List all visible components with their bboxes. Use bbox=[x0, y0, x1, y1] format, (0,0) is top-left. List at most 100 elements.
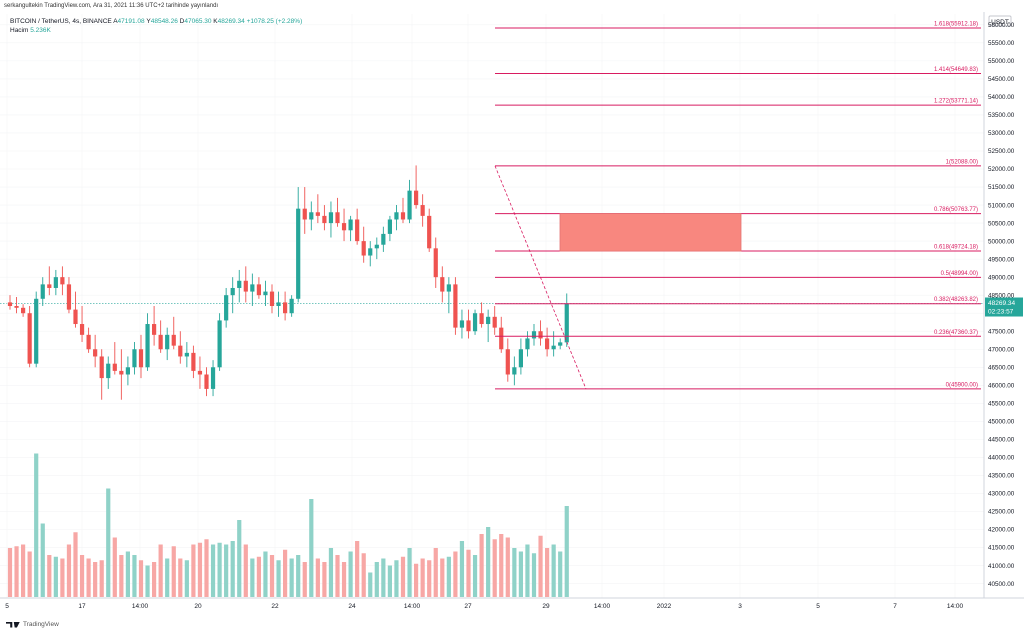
time-tick-label: 20 bbox=[194, 603, 202, 610]
price-axis[interactable]: USDT 40500.00 41000.00 41500.00 42000.00 4250… bbox=[983, 12, 1023, 598]
fibonacci-levels[interactable]: 1.618(55912.18) 1.414(54649.83) 1.272(5377… bbox=[494, 21, 981, 390]
price-tick-label: 47500.00 bbox=[988, 328, 1015, 335]
candle-body bbox=[341, 223, 347, 231]
volume-bar bbox=[250, 558, 255, 597]
volume-label[interactable]: Hacim bbox=[10, 27, 29, 34]
candle-body bbox=[60, 277, 65, 285]
fib-level-label: 0.786(50763.77) bbox=[934, 207, 978, 213]
volume-bar bbox=[66, 544, 72, 597]
time-tick-label: 5 bbox=[816, 603, 820, 610]
volume-bar bbox=[315, 558, 320, 597]
volume-bar bbox=[486, 527, 491, 597]
time-axis[interactable]: 5 17 14:00 20 22 24 14:00 27 29 14:00 2022 3 5 7 14:00 bbox=[0, 597, 1024, 610]
candle-body bbox=[119, 370, 124, 375]
price-label-countdown: 02:23:57 bbox=[988, 309, 1014, 316]
candle-body bbox=[112, 363, 117, 371]
candle-body bbox=[400, 212, 406, 220]
candle-body bbox=[263, 291, 268, 296]
candlesticks bbox=[7, 165, 569, 400]
volume-bar bbox=[152, 562, 157, 597]
candle-body bbox=[315, 212, 320, 216]
volume-bar bbox=[178, 558, 183, 597]
candle-body bbox=[486, 316, 491, 325]
volume-bar bbox=[93, 562, 98, 597]
price-tick-label: 42000.00 bbox=[988, 527, 1015, 534]
candle-body bbox=[14, 306, 19, 308]
volume-bar bbox=[171, 546, 176, 597]
volume-bar bbox=[27, 551, 32, 597]
candle-body bbox=[302, 208, 307, 220]
candle-body bbox=[551, 345, 556, 350]
volume-bar bbox=[492, 539, 497, 597]
volume-bar bbox=[165, 558, 170, 597]
fib-level-label: 1.414(54649.83) bbox=[934, 67, 978, 73]
volume-bar bbox=[479, 534, 484, 597]
volume-bar bbox=[538, 535, 543, 597]
candle-body bbox=[158, 334, 163, 350]
candle-body bbox=[322, 215, 327, 224]
candle-body bbox=[47, 284, 52, 288]
candle-body bbox=[368, 248, 373, 256]
candle-body bbox=[86, 334, 91, 350]
volume-bar bbox=[400, 556, 406, 597]
candle-body bbox=[466, 320, 471, 332]
volume-bar bbox=[531, 553, 537, 597]
candle-body bbox=[394, 212, 399, 220]
candle-body bbox=[269, 291, 275, 306]
symbol-name[interactable]: BITCOIN / TetherUS, 4s, BINANCE bbox=[10, 18, 112, 25]
fib-level-label: 0(45900.00) bbox=[946, 382, 978, 388]
candle-body bbox=[73, 309, 78, 325]
open-label: A bbox=[113, 18, 118, 25]
candle-body bbox=[558, 342, 563, 346]
currency-label: USDT bbox=[991, 19, 1009, 26]
price-tick-label: 41500.00 bbox=[988, 545, 1015, 552]
symbol-legend: BITCOIN / TetherUS, 4s, BINANCE A47191.0… bbox=[10, 17, 302, 35]
candle-body bbox=[191, 352, 196, 371]
candle-body bbox=[283, 302, 288, 314]
volume-bar bbox=[518, 551, 523, 597]
volume-bar bbox=[466, 549, 471, 597]
volume-bar bbox=[224, 544, 229, 597]
volume-bar bbox=[420, 558, 425, 597]
high-label: Y bbox=[146, 18, 151, 25]
volume-bar bbox=[204, 539, 209, 597]
candle-body bbox=[197, 370, 203, 375]
candle-body bbox=[472, 313, 478, 332]
price-tick-label: 44000.00 bbox=[988, 455, 1015, 462]
candle-body bbox=[276, 302, 281, 306]
volume-bar bbox=[256, 556, 261, 597]
price-tick-label: 52000.00 bbox=[988, 166, 1015, 173]
publish-header: serkangultekin TradingView.com, Ara 31, … bbox=[4, 2, 218, 11]
volume-bar bbox=[119, 555, 124, 597]
candle-body bbox=[171, 334, 176, 346]
close-label: K bbox=[213, 18, 218, 25]
volume-bar bbox=[243, 544, 248, 597]
volume-bar bbox=[505, 537, 510, 597]
volume-bar bbox=[322, 562, 327, 597]
price-tick-label: 56000.00 bbox=[988, 22, 1015, 29]
volume-value: 5.236K bbox=[30, 27, 51, 34]
candle-body bbox=[165, 334, 170, 350]
candle-body bbox=[440, 277, 445, 292]
candle-body bbox=[355, 219, 360, 242]
time-tick-label: 29 bbox=[542, 603, 550, 610]
volume-bar bbox=[289, 558, 294, 597]
volume-bar bbox=[414, 563, 419, 597]
volume-bar bbox=[374, 562, 379, 597]
price-tick-label: 41000.00 bbox=[988, 563, 1015, 570]
price-tick-label: 49000.00 bbox=[988, 274, 1015, 281]
low-label: D bbox=[179, 18, 185, 25]
volume-bar bbox=[237, 520, 242, 597]
brand-name: TradingView bbox=[23, 621, 59, 628]
candle-body bbox=[538, 331, 543, 339]
volume-bar bbox=[394, 560, 399, 597]
currency-badge bbox=[988, 15, 1012, 27]
volume-bar bbox=[217, 542, 222, 597]
candle-body bbox=[178, 345, 183, 357]
price-label-box bbox=[985, 297, 1023, 317]
candle-body bbox=[237, 280, 242, 288]
volume-bar bbox=[499, 534, 504, 597]
candle-body bbox=[204, 374, 209, 389]
fib-level-label: 0.618(49724.18) bbox=[934, 245, 978, 251]
